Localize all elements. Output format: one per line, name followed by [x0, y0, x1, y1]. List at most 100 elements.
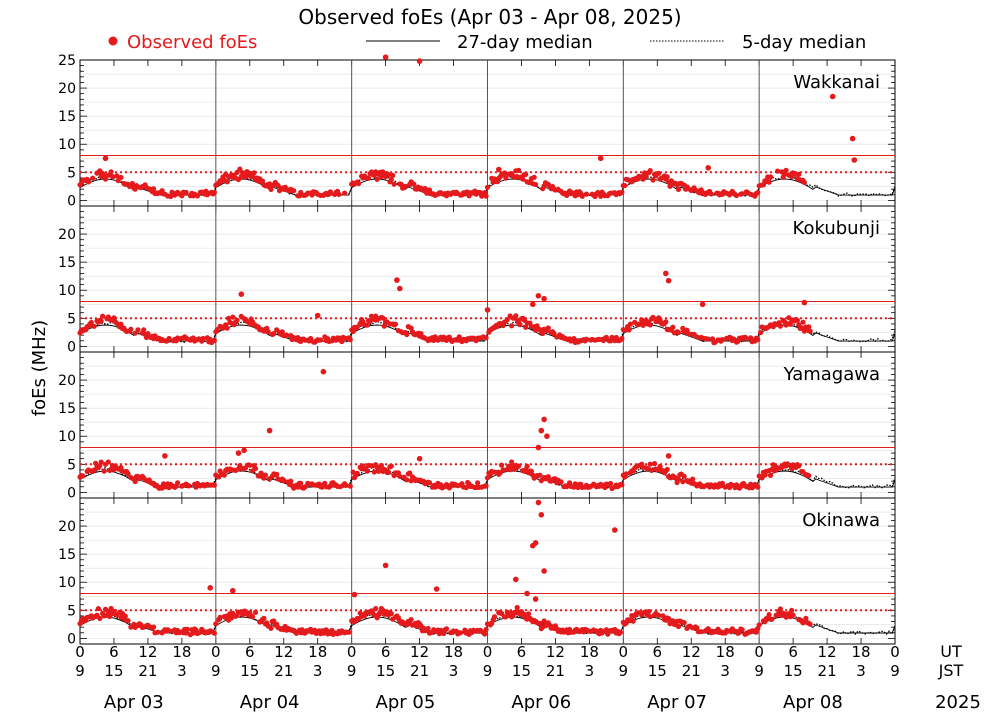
observed-point — [483, 193, 489, 199]
observed-point — [482, 631, 488, 637]
observed-spike — [663, 270, 669, 277]
observed-point — [354, 470, 360, 476]
observed-point — [619, 189, 625, 195]
observed-points — [77, 368, 812, 492]
observed-spike — [612, 527, 618, 533]
observed-point — [211, 482, 217, 488]
observed-point — [381, 323, 387, 329]
jst-tick-label: 15 — [648, 662, 667, 680]
observed-point — [125, 471, 131, 477]
ut-tick-label: 12 — [274, 643, 293, 661]
jst-tick-label: 21 — [274, 662, 293, 680]
y-tick-label: 15 — [58, 547, 76, 563]
observed-point — [537, 620, 543, 627]
observed-point — [698, 629, 704, 635]
observed-point — [374, 176, 380, 182]
observed-point — [422, 186, 428, 192]
observed-point — [646, 609, 652, 615]
observed-point — [354, 324, 360, 330]
observed-point — [769, 616, 775, 622]
observed-point — [259, 178, 266, 184]
day-label: Apr 04 — [240, 692, 300, 713]
observed-point — [186, 483, 192, 489]
observed-point — [114, 320, 120, 326]
observed-point — [288, 478, 294, 484]
observed-point — [98, 318, 104, 324]
observed-point — [650, 177, 656, 183]
observed-point — [347, 483, 353, 489]
observed-point — [458, 630, 464, 636]
jst-label: JST — [938, 661, 964, 680]
jst-tick-label: 21 — [818, 662, 837, 680]
observed-point — [800, 319, 806, 325]
observed-point — [681, 620, 687, 626]
observed-point — [342, 190, 348, 196]
observed-point — [404, 331, 410, 338]
observed-spike — [829, 93, 836, 100]
observed-point — [339, 338, 345, 345]
observed-spike — [207, 585, 213, 591]
observed-point — [251, 170, 257, 176]
observed-point — [800, 620, 806, 626]
observed-point — [151, 186, 157, 192]
ut-tick-label: 12 — [818, 643, 837, 661]
chart-title: Observed foEs (Apr 03 - Apr 08, 2025) — [298, 5, 681, 29]
observed-point — [175, 480, 181, 486]
observed-point — [656, 612, 662, 618]
observed-point — [100, 313, 106, 319]
observed-point — [516, 167, 522, 173]
observed-point — [509, 323, 515, 329]
observed-point — [743, 335, 750, 342]
observed-point — [537, 472, 543, 478]
day-label: Apr 03 — [104, 692, 164, 713]
observed-point — [675, 623, 682, 630]
observed-point — [523, 171, 529, 177]
observed-point — [228, 615, 234, 621]
observed-point — [271, 618, 277, 624]
observed-spike — [530, 301, 536, 308]
y-tick-label: 15 — [58, 109, 76, 125]
observed-point — [367, 318, 373, 324]
jst-tick-label: 21 — [682, 662, 701, 680]
jst-tick-label: 3 — [585, 662, 595, 680]
observed-point — [499, 462, 505, 468]
y-tick-label: 15 — [58, 401, 76, 417]
observed-point — [85, 179, 92, 185]
observed-point — [463, 485, 469, 491]
observed-point — [483, 626, 489, 633]
observed-point — [443, 626, 450, 632]
observed-point — [184, 626, 191, 633]
station-panels: 0 5 10 15 20 25 Wakkanai 0 5 10 15 20 Kokubunji 0 5 10 1… — [58, 53, 896, 647]
observed-point — [343, 482, 349, 488]
ut-tick-label: 0 — [211, 643, 221, 661]
observed-spike — [484, 307, 491, 313]
observed-point — [392, 321, 399, 327]
observed-point — [268, 625, 274, 631]
observed-point — [118, 174, 124, 181]
observed-point — [211, 630, 217, 636]
observed-point — [135, 327, 141, 333]
y-tick-label: 10 — [58, 137, 76, 153]
observed-point — [261, 615, 267, 622]
observed-point — [520, 176, 526, 182]
observed-point — [80, 473, 86, 479]
ut-tick-label: 0 — [483, 643, 493, 661]
observed-point — [608, 480, 614, 487]
observed-point — [407, 470, 413, 476]
ut-tick-label: 12 — [546, 643, 565, 661]
day-label: Apr 07 — [647, 692, 707, 713]
legend: Observed foEs 27-day median 5-day median — [108, 32, 866, 53]
observed-point — [213, 621, 219, 627]
observed-spike — [416, 455, 423, 462]
observed-point — [627, 321, 634, 327]
observed-point — [327, 189, 333, 195]
ut-tick-label: 12 — [138, 643, 157, 661]
observed-point — [388, 176, 394, 182]
observed-point — [623, 471, 629, 477]
observed-point — [221, 472, 227, 478]
observed-spike — [351, 591, 358, 598]
observed-spike — [314, 312, 321, 319]
observed-spike — [597, 155, 604, 162]
observed-point — [265, 329, 271, 335]
